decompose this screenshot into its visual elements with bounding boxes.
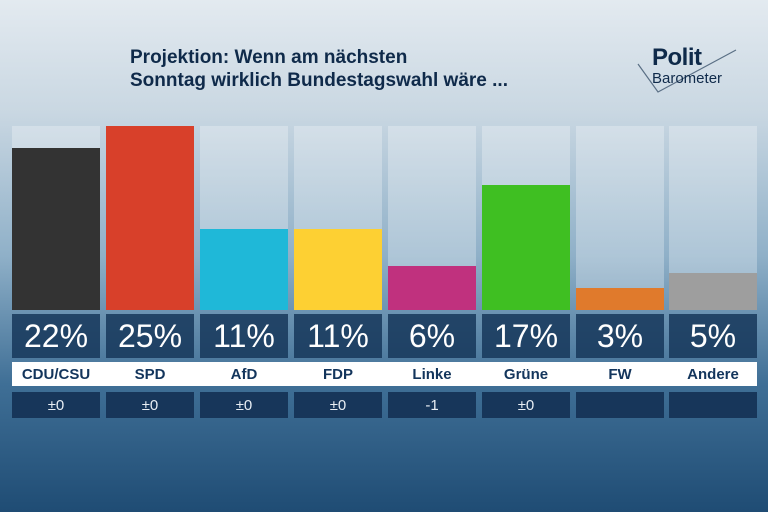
value-label: 6% xyxy=(388,314,476,358)
category-label: Linke xyxy=(412,366,452,383)
chart-title: Projektion: Wenn am nächsten Sonntag wir… xyxy=(130,46,508,92)
change-label: ±0 xyxy=(106,392,194,418)
bar-1 xyxy=(106,126,194,310)
category-label: Andere xyxy=(687,366,739,383)
title-line-2: Sonntag wirklich Bundestagswahl wäre ... xyxy=(130,70,508,91)
party-label-row xyxy=(12,362,757,386)
value-label: 5% xyxy=(669,314,757,358)
bar-3 xyxy=(294,229,382,310)
category-label: AfD xyxy=(230,366,258,383)
category-label: SPD xyxy=(134,366,166,383)
checkmark-logo-icon xyxy=(637,49,737,93)
category-label: Grüne xyxy=(503,366,549,383)
value-label: 3% xyxy=(576,314,664,358)
change-label: -1 xyxy=(388,392,476,418)
change-label: ±0 xyxy=(200,392,288,418)
title-line-1: Projektion: Wenn am nächsten xyxy=(130,47,408,68)
category-label: FDP xyxy=(323,366,353,383)
politbarometer-logo: Polit Barometer xyxy=(636,44,746,94)
bar-6 xyxy=(576,287,664,310)
change-label: ±0 xyxy=(294,392,382,418)
value-label: 22% xyxy=(12,314,100,358)
value-label: 17% xyxy=(482,314,570,358)
logo-text-polit: Polit xyxy=(652,44,702,71)
value-label: 11% xyxy=(294,314,382,358)
category-label: FW xyxy=(608,366,632,383)
category-label: CDU/CSU xyxy=(21,366,91,383)
bar-0 xyxy=(12,148,100,310)
bar-7 xyxy=(669,273,757,310)
bar-5 xyxy=(482,184,570,310)
column-background xyxy=(576,126,664,310)
change-label: ±0 xyxy=(482,392,570,418)
bar-2 xyxy=(200,229,288,310)
bar-4 xyxy=(388,265,476,310)
change-label xyxy=(576,392,664,418)
change-label xyxy=(669,392,757,418)
logo-text-barometer: Barometer xyxy=(652,70,723,87)
value-label: 11% xyxy=(200,314,288,358)
value-label: 25% xyxy=(106,314,194,358)
change-label: ±0 xyxy=(12,392,100,418)
